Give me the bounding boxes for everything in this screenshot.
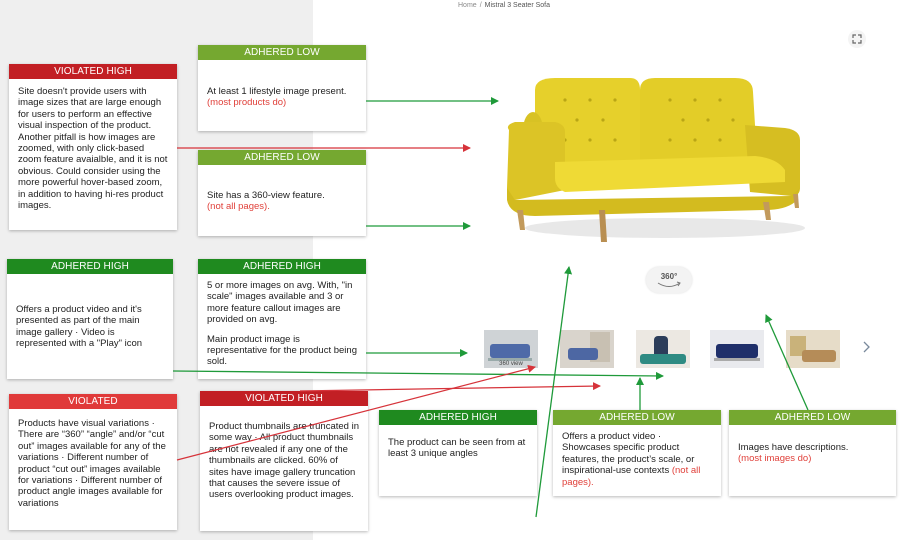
gallery-thumbnail-5[interactable] <box>786 330 840 368</box>
card-header: VIOLATED HIGH <box>9 64 177 79</box>
card-body-wrap: At least 1 lifestyle image present. (mos… <box>198 60 366 115</box>
breadcrumb-current: Mistral 3 Seater Sofa <box>484 2 551 9</box>
annotation-card-violated-high-image-size: VIOLATED HIGH Site doesn't provide users… <box>9 64 177 230</box>
thumbnail-label: 360 view <box>499 361 523 367</box>
annotation-card-adhered-high-product-video: ADHERED HIGH Offers a product video and … <box>7 259 173 379</box>
annotation-card-adhered-low-video-showcase: ADHERED LOW Offers a product video · Sho… <box>553 410 721 496</box>
arrow-variations <box>176 364 536 461</box>
card-body: 5 or more images on avg. With, "in scale… <box>207 280 353 326</box>
arrow-descriptions <box>765 314 809 411</box>
card-header: ADHERED HIGH <box>198 259 366 274</box>
breadcrumb: Home / Mistral 3 Seater Sofa <box>458 2 550 9</box>
card-header: ADHERED HIGH <box>7 259 173 274</box>
thumbnail-image <box>484 330 538 368</box>
annotation-card-adhered-high-image-count: ADHERED HIGH 5 or more images on avg. Wi… <box>198 259 366 379</box>
gallery-thumbnail-2[interactable] <box>560 330 614 368</box>
thumbnail-image <box>710 330 764 368</box>
thumbnail-image <box>636 330 690 368</box>
card-body: Site has a 360-view feature. <box>207 190 325 201</box>
gallery-thumbnail-360[interactable]: 360 view <box>484 330 538 368</box>
annotation-card-adhered-low-360-view: ADHERED LOW Site has a 360-view feature.… <box>198 150 366 236</box>
card-note: (not all pages). <box>207 201 270 213</box>
card-body-wrap: Offers a product video · Showcases speci… <box>553 425 721 494</box>
card-body: Products have visual variations · There … <box>18 418 166 509</box>
card-body: At least 1 lifestyle image present. <box>207 86 347 97</box>
card-header: ADHERED LOW <box>198 45 366 60</box>
card-header: ADHERED LOW <box>198 150 366 165</box>
view-360-icon <box>657 281 681 287</box>
main-product-image[interactable] <box>495 70 815 250</box>
card-body-wrap: Images have descriptions. (most images d… <box>729 425 896 471</box>
breadcrumb-separator: / <box>479 2 482 9</box>
card-header: ADHERED LOW <box>729 410 896 425</box>
card-note: (most images do) <box>738 453 812 465</box>
annotation-card-adhered-low-lifestyle-image: ADHERED LOW At least 1 lifestyle image p… <box>198 45 366 131</box>
card-body: Offers a product video and it's presente… <box>16 304 143 350</box>
breadcrumb-home[interactable]: Home <box>458 2 477 9</box>
annotation-card-adhered-high-angles: ADHERED HIGH The product can be seen fro… <box>379 410 537 496</box>
annotation-card-violated-variations: VIOLATED Products have visual variations… <box>9 394 177 530</box>
card-body: Offers a product video · Showcases speci… <box>562 431 695 477</box>
annotation-card-violated-high-thumbnails: VIOLATED HIGH Product thumbnails are tru… <box>200 391 368 531</box>
arrow-thumbnails <box>299 382 601 392</box>
view-360-button[interactable]: 360° <box>646 267 692 293</box>
arrow-angles <box>535 266 573 518</box>
card-note: (most products do) <box>207 97 287 109</box>
gallery-thumbnail-4[interactable] <box>710 330 764 368</box>
chevron-right-icon <box>863 341 870 353</box>
card-header: ADHERED LOW <box>553 410 721 425</box>
expand-button[interactable] <box>848 30 866 48</box>
card-body: Images have descriptions. <box>738 442 849 453</box>
thumbnail-image <box>786 330 840 368</box>
card-body-wrap: Site has a 360-view feature. (not all pa… <box>198 165 366 219</box>
arrow-product-video <box>172 370 664 380</box>
card-header: ADHERED HIGH <box>379 410 537 425</box>
expand-icon <box>852 34 862 44</box>
card-header: VIOLATED <box>9 394 177 409</box>
thumbnail-image <box>560 330 614 368</box>
card-body-secondary: Main product image is representative for… <box>207 333 357 368</box>
gallery-next-button[interactable] <box>862 340 870 356</box>
view-360-label: 360° <box>660 272 678 281</box>
gallery-thumbnail-3[interactable] <box>636 330 690 368</box>
card-header: VIOLATED HIGH <box>200 391 368 406</box>
card-body: Site doesn't provide users with image si… <box>18 86 168 212</box>
card-body: The product can be seen from at least 3 … <box>388 437 526 460</box>
card-body: Product thumbnails are truncated in some… <box>209 421 359 501</box>
card-body-wrap: 5 or more images on avg. With, "in scale… <box>198 274 366 374</box>
card-note: (not all pages). <box>562 465 701 488</box>
annotation-card-adhered-low-descriptions: ADHERED LOW Images have descriptions. (m… <box>729 410 896 496</box>
